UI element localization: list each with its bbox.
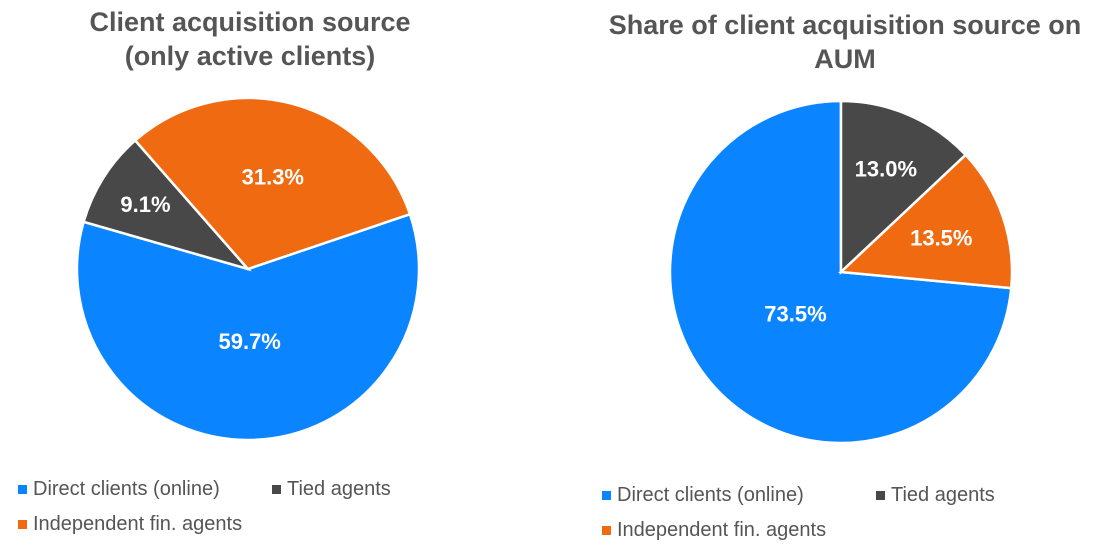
legend-swatch	[602, 526, 611, 535]
legend-item-independent: Independent fin. agents	[602, 519, 826, 542]
legend-item-independent: Independent fin. agents	[18, 513, 242, 536]
title-line-1: Share of client acquisition source on	[608, 10, 1082, 40]
legend-swatch	[602, 491, 611, 500]
legend-swatch	[18, 520, 27, 529]
pie-slice-independent	[133, 96, 412, 271]
pie-slice-tied	[82, 138, 252, 272]
legend-label: Tied agents	[287, 478, 391, 500]
legend-item-direct: Direct clients (online)	[18, 478, 220, 501]
legend-item-tied: Tied agents	[272, 478, 391, 501]
legend-label: Independent fin. agents	[33, 513, 243, 535]
legend-swatch	[18, 485, 27, 494]
data-label-direct: 73.5%	[764, 301, 826, 326]
data-label-direct: 59.7%	[218, 329, 280, 354]
title-line-2: (only active clients)	[124, 41, 376, 71]
pie-slice-independent	[838, 153, 1014, 290]
legend-item-tied: Tied agents	[876, 484, 995, 507]
legend-label: Tied agents	[891, 484, 995, 506]
pie-slice-tied	[839, 99, 968, 275]
data-label-independent: 13.5%	[910, 226, 972, 251]
chart-title-right: Share of client acquisition source on AU…	[590, 8, 1100, 76]
data-label-tied: 13.0%	[855, 156, 917, 181]
chart-title-left: Client acquisition source (only active c…	[40, 5, 460, 73]
legend-swatch	[272, 485, 281, 494]
data-label-independent: 31.3%	[242, 165, 304, 190]
title-line-1: Client acquisition source	[89, 7, 411, 37]
pie-slice-direct	[75, 212, 421, 442]
legend-label: Independent fin. agents	[617, 519, 827, 541]
legend-item-direct: Direct clients (online)	[602, 484, 804, 507]
legend-swatch	[876, 491, 885, 500]
legend-label: Direct clients (online)	[33, 478, 220, 500]
legend-label: Direct clients (online)	[617, 484, 804, 506]
title-line-2: AUM	[814, 44, 876, 74]
data-label-tied: 9.1%	[120, 192, 170, 217]
